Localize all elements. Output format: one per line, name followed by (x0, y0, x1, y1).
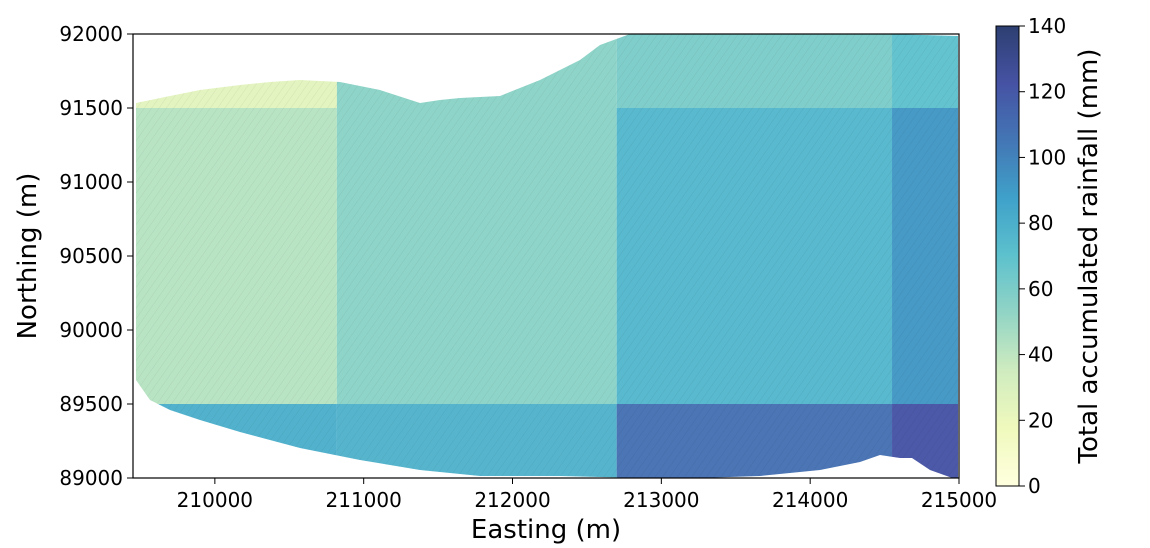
x-tick-label: 210000 (177, 488, 253, 512)
y-tick-label: 92000 (59, 22, 123, 46)
y-axis: 89000 89500 90000 90500 91000 91500 92000 (59, 22, 133, 490)
colorbar-gradient (996, 26, 1019, 486)
x-tick-label: 214000 (772, 488, 848, 512)
y-tick-label: 91500 (59, 96, 123, 120)
colorbar-tick-label: 0 (1028, 474, 1041, 498)
y-tick-label: 90500 (59, 244, 123, 268)
y-tick-label: 89000 (59, 466, 123, 490)
x-tick-label: 212000 (474, 488, 550, 512)
y-tick-label: 89500 (59, 392, 123, 416)
x-axis-title: Easting (m) (471, 515, 621, 545)
colorbar-tick-label: 20 (1028, 408, 1053, 432)
y-axis-title: Northing (m) (13, 173, 43, 340)
colorbar-tick-label: 80 (1028, 211, 1053, 235)
plot-area (133, 34, 959, 478)
x-axis: 210000 211000 212000 213000 214000 215000 (177, 478, 998, 512)
y-tick-label: 91000 (59, 170, 123, 194)
colorbar-tick-label: 40 (1028, 343, 1053, 367)
colorbar-tick-label: 120 (1028, 80, 1066, 104)
x-tick-label: 213000 (623, 488, 699, 512)
colorbar-tick-label: 60 (1028, 277, 1053, 301)
x-tick-label: 211000 (326, 488, 402, 512)
colorbar-tick-label: 100 (1028, 145, 1066, 169)
colorbar-title: Total accumulated rainfall (mm) (1074, 49, 1104, 465)
y-tick-label: 90000 (59, 318, 123, 342)
colorbar: 0 20 40 60 80 100 120 140 Total accumulated rai… (996, 14, 1104, 498)
terrain-texture (133, 34, 959, 478)
x-tick-label: 215000 (921, 488, 997, 512)
colorbar-tick-label: 140 (1028, 14, 1066, 38)
